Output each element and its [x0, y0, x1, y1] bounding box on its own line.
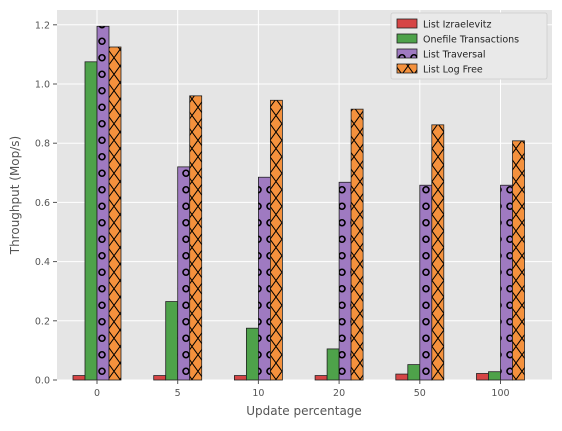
bar — [72, 375, 86, 381]
bar-hatch — [419, 185, 432, 380]
bar-hatch — [177, 166, 190, 380]
bar-hatch — [270, 100, 283, 380]
x-tick-label: 5 — [175, 388, 181, 399]
bar — [314, 375, 328, 381]
legend-swatch — [396, 18, 418, 29]
bar — [488, 371, 501, 381]
bar-hatch — [512, 140, 525, 380]
bar-hatch — [189, 95, 202, 380]
bar-hatch — [97, 26, 109, 381]
x-tick-label: 50 — [414, 388, 426, 399]
bar-hatch — [258, 177, 271, 380]
x-tick-label: 0 — [94, 388, 100, 399]
legend-label: List Log Free — [423, 65, 483, 76]
bars — [72, 25, 525, 381]
bar — [153, 375, 167, 381]
legend-swatch-hatch — [397, 64, 417, 73]
y-tick-label: 0.6 — [35, 198, 50, 209]
bar — [395, 373, 409, 381]
y-axis-ticks: 0.0 0.2 0.4 0.6 0.8 1.0 1.2 — [35, 20, 57, 387]
y-tick-label: 0.4 — [35, 257, 50, 268]
bar — [84, 61, 98, 381]
bar — [326, 348, 340, 381]
legend-label: Onefile Transactions — [423, 35, 519, 46]
x-axis-label: Update percentage — [246, 404, 362, 418]
x-axis-ticks: 0 5 10 20 50 100 — [94, 380, 510, 399]
x-tick-label: 20 — [333, 388, 345, 399]
bar-hatch — [500, 185, 513, 380]
y-tick-label: 0.8 — [35, 139, 50, 150]
legend-box — [390, 12, 548, 80]
bar — [476, 373, 489, 381]
x-tick-label: 100 — [491, 388, 509, 399]
legend-swatch — [396, 33, 418, 44]
x-tick-label: 10 — [252, 388, 264, 399]
y-tick-label: 0.2 — [35, 316, 50, 327]
bar-hatch — [339, 182, 352, 380]
y-tick-label: 1.0 — [35, 80, 50, 91]
legend-label: List Izraelevitz — [423, 20, 491, 31]
y-tick-label: 0.0 — [35, 376, 50, 387]
legend-swatch-hatch — [397, 49, 417, 58]
legend-label: List Traversal — [423, 50, 486, 61]
bar — [165, 301, 179, 381]
legend: List Izraelevitz Onefile Transactions List… — [390, 12, 548, 80]
bar — [407, 364, 421, 381]
bar-hatch — [351, 109, 364, 380]
bar-hatch — [109, 47, 121, 380]
bar — [233, 375, 247, 381]
y-axis-label: Throughput (Mop/s) — [8, 136, 22, 256]
bar-hatch — [431, 124, 444, 381]
bar — [245, 327, 259, 381]
y-tick-label: 1.2 — [35, 20, 50, 31]
